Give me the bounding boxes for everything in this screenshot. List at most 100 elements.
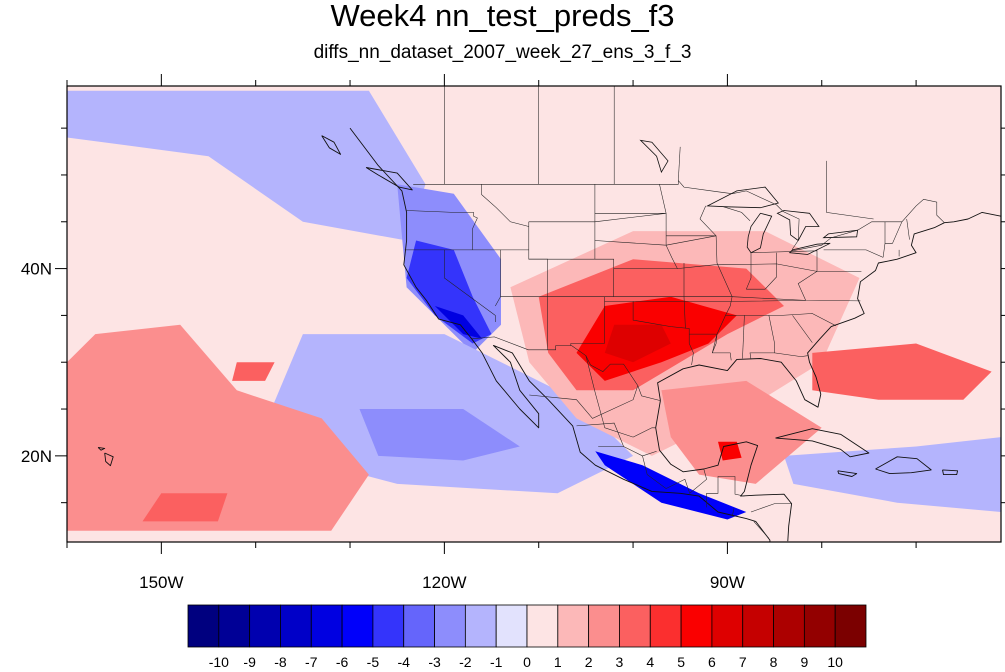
boundary-mexico-states-2 [585,355,656,438]
colorbar-label: -10 [209,654,229,670]
boundary-lon-88 [742,315,745,359]
boundary-lat-41-7 [750,250,818,253]
x-tick-label: 150W [139,573,183,592]
colorbar-label: 4 [646,654,654,670]
colorbar-label: -5 [367,654,380,670]
axis-ticks: 150W 120W 90W 40N 20N [21,74,1005,592]
chart-subtitle: diffs_nn_dataset_2007_week_27_ens_3_f_3 [313,42,692,63]
colorbar-label: -7 [305,654,318,670]
lake-lake-superior [706,186,780,209]
coastline-vancouver-island [365,167,413,191]
colorbar-swatch [834,604,867,648]
boundary-lat-45 [528,213,667,223]
boundary-lon-94-6 [683,263,686,329]
colorbar-swatch [680,604,713,648]
x-tick-label: 120W [422,573,466,592]
boundary-ga-sc [792,315,813,343]
boundary-dakotas-east [659,184,678,269]
boundary-ca-nv-line [444,249,496,322]
boundary-lat-37 [500,296,861,302]
map-frame [66,85,1002,543]
boundary-mexico-states-3 [598,446,657,457]
boundary-lat-42 [823,249,884,258]
boundary-lon-84-8 [746,252,777,290]
boundary-mexico-states-5 [642,455,707,494]
y-tick-label: 40N [21,260,52,279]
boundary-ne-lines-3 [906,218,910,240]
boundary-us-canada-border [413,179,945,252]
boundary-mexico-states-4 [576,422,624,447]
colorbar-label: -9 [243,654,256,670]
boundary-lon-103 [570,296,605,346]
anomaly-region-pacific-warmer-patch [142,493,228,522]
coastline-haida-gwaii [321,135,342,155]
colorbar-swatch [588,604,620,648]
boundary-lat-35 [725,313,837,326]
boundary-lon-100 [632,301,694,366]
anomaly-region-pacific-nw-cool [67,90,426,241]
colorbar-swatch [434,604,466,648]
boundary-lon-80-5 [797,249,818,301]
lake-lake-winnipeg [639,139,669,174]
colorbar-swatch [372,604,405,648]
chart-title: Week4 nn_test_preds_f3 [330,0,675,33]
boundary-us-mexico-border [471,336,661,401]
x-tick-label: 90W [710,573,745,592]
colorbar-swatch [341,604,374,648]
colorbar-label: -1 [490,654,503,670]
boundary-lon-87 [746,252,752,290]
anomaly-region-socal-colder [434,306,483,339]
geography-lines-layer [97,86,1001,542]
boundary-ga-fl [774,352,808,357]
lake-lake-huron [776,210,820,242]
colorbar-label: 9 [800,654,808,670]
colorbar-swatch [526,604,559,648]
y-tick-label: 20N [21,447,52,466]
boundary-mexico-states [529,385,639,419]
colorbar-swatch [495,604,528,648]
boundary-wa-or-line [406,210,478,250]
coastline-maui [97,446,106,451]
boundary-canada-lines-4 [678,146,681,181]
colorbar-label: 10 [827,654,843,670]
colorbar-swatch [310,604,343,648]
lake-lake-michigan [746,212,773,254]
colorbar-swatch [619,604,651,648]
colorbar-swatch [249,604,281,648]
colorbar: -10 -9 -8 -7 -6 -5 -4 -3 -2 -1 0 1 2 3 4 5 6 7 8 9 10 [187,604,867,670]
boundary-ne-lines-2 [885,221,903,244]
coastline-cuba [775,428,870,458]
boundary-mn-wi [699,205,717,236]
anomaly-region-texas-hot [604,324,671,363]
colorbar-swatch [711,604,744,648]
colorbar-swatch [403,604,435,648]
colorbar-swatch [280,604,312,648]
colorbar-label: -8 [274,654,287,670]
boundary-canada-lines-5 [826,160,874,220]
anomaly-region-atlantic-warm [812,343,992,400]
colorbar-label: -3 [428,654,441,670]
boundary-wi-mi [723,206,751,221]
coastline-hispaniola [875,456,932,475]
colorbar-label: 0 [523,654,531,670]
anomaly-fill-layer [67,90,1001,531]
colorbar-swatch [187,604,220,648]
coastline-puerto-rico [942,469,959,476]
coastline-gulf-coast [657,211,1001,408]
coastline-jamaica [837,470,858,477]
boundary-lat-40 [613,263,862,272]
colorbar-swatch [649,604,682,648]
boundary-central-america-lines-2 [750,503,792,513]
colorbar-swatch [218,604,251,648]
anomaly-region-gulf-warm [661,380,822,484]
colorbar-label: -6 [336,654,349,670]
coastline-mexico-gulf-coast [655,400,793,542]
colorbar-label: 5 [677,654,685,670]
boundary-central-america-lines-3 [753,521,770,539]
colorbar-label: 6 [708,654,716,670]
colorbar-label: 3 [616,654,624,670]
coastline-hawaii [104,452,114,467]
colorbar-label: 1 [554,654,562,670]
colorbar-label: -4 [398,654,411,670]
